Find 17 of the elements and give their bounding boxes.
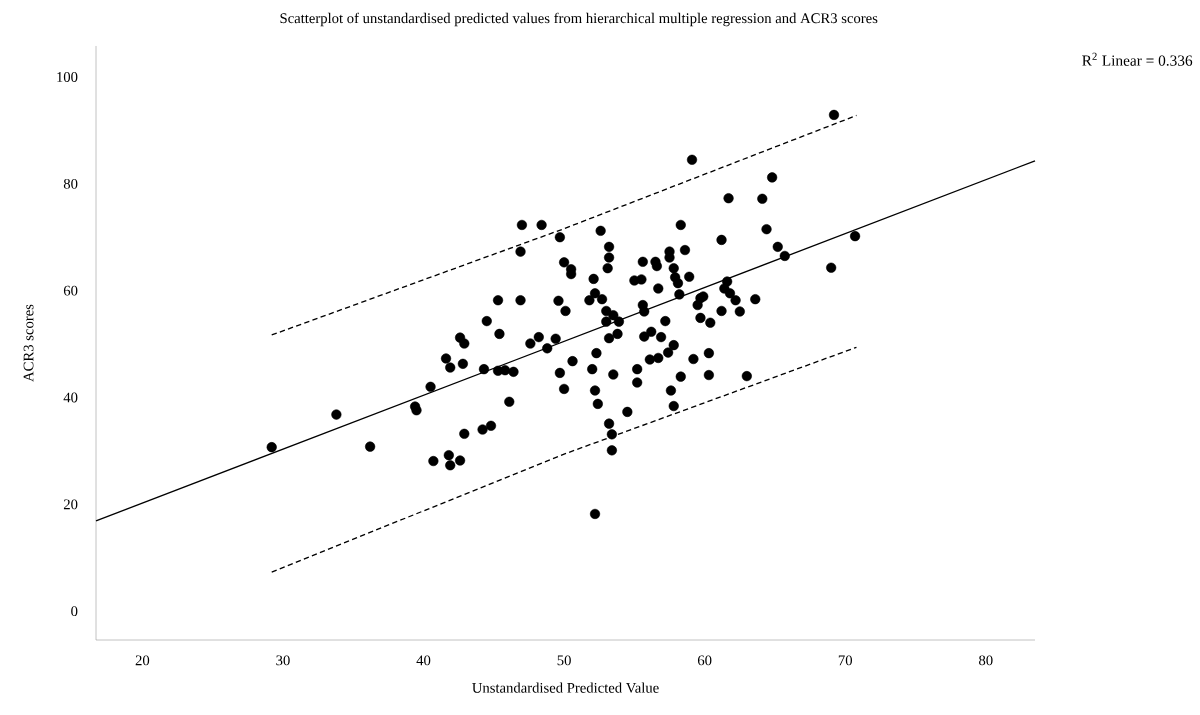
y-tick-label: 40 — [63, 392, 78, 403]
x-tick-label: 80 — [979, 655, 993, 666]
y-tick-label: 80 — [63, 178, 78, 189]
y-tick-label: 0 — [71, 606, 78, 617]
x-axis-title: Unstandardised Predicted Value — [472, 682, 659, 693]
x-tick-label: 60 — [697, 655, 712, 666]
x-tick-label: 40 — [416, 655, 431, 666]
y-tick-label: 20 — [63, 499, 78, 510]
x-tick-label: 70 — [838, 655, 853, 666]
text: R$^{2}$ Linear = 0.336 — [1082, 52, 1193, 66]
x-tick-label: 30 — [276, 655, 290, 666]
x-tick-label: 50 — [557, 655, 571, 666]
x-tick-label: 20 — [135, 655, 150, 666]
y-tick-label: 60 — [63, 285, 78, 296]
chart-title: Scatterplot of unstandardised predicted values from hierarchical multiple regression and ACR3 scores — [280, 12, 878, 27]
y-tick-label: 100 — [57, 72, 78, 82]
y-axis-title: ACR3 scores — [23, 304, 34, 382]
